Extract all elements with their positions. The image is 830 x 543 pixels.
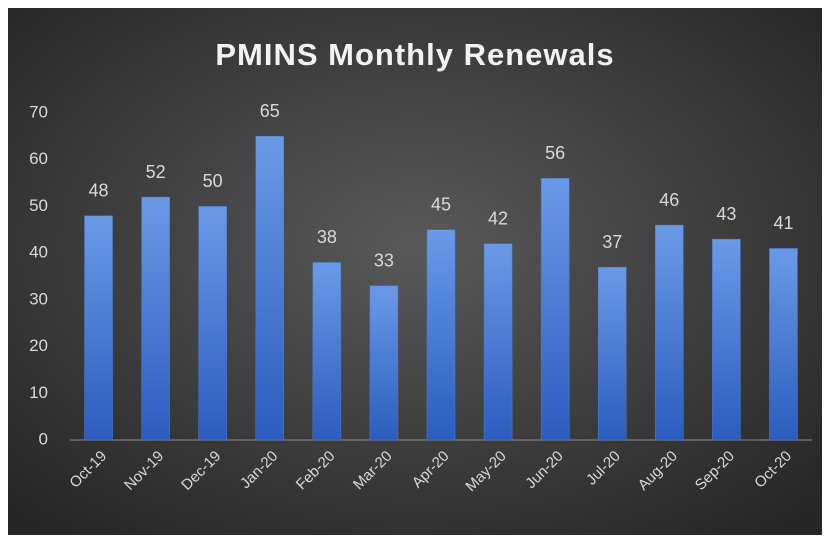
bar	[141, 196, 170, 441]
bar	[255, 136, 285, 441]
y-tick-label: 70	[29, 102, 48, 121]
data-label: 37	[602, 232, 622, 252]
y-tick-label: 20	[29, 336, 48, 355]
y-tick-label: 50	[29, 196, 48, 215]
bar	[198, 206, 227, 441]
y-tick-label: 30	[29, 289, 48, 308]
bar	[483, 243, 513, 441]
bar	[426, 229, 456, 441]
y-tick-label: 0	[39, 429, 48, 448]
bar	[84, 215, 113, 441]
data-label: 48	[89, 181, 109, 201]
data-label: 38	[317, 227, 337, 247]
bar	[655, 224, 684, 441]
data-label: 46	[659, 190, 679, 210]
bar	[712, 238, 741, 441]
y-tick-label: 60	[29, 149, 48, 168]
data-label: 50	[203, 171, 223, 191]
data-label: 52	[146, 162, 166, 182]
chart-title: PMINS Monthly Renewals	[215, 37, 614, 72]
bar	[769, 248, 798, 441]
y-tick-label: 40	[29, 243, 48, 262]
data-label: 42	[488, 209, 508, 229]
data-label: 56	[545, 143, 565, 163]
data-label: 45	[431, 195, 451, 215]
chart-background	[8, 8, 822, 535]
data-label: 43	[716, 204, 736, 224]
data-label: 65	[260, 101, 280, 121]
bar	[597, 266, 627, 441]
data-label: 41	[773, 213, 793, 233]
bar	[369, 285, 399, 441]
data-label: 33	[374, 251, 394, 271]
bar	[540, 178, 570, 441]
y-tick-label: 10	[29, 383, 48, 402]
bar	[312, 262, 342, 441]
